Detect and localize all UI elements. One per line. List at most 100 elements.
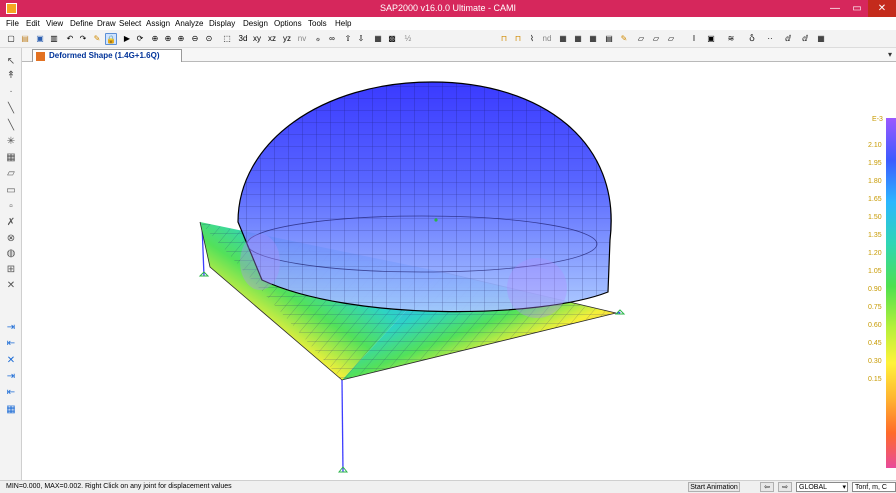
refresh-pencil-icon[interactable]: ✎ bbox=[93, 34, 101, 43]
next-step-button[interactable]: ⇨ bbox=[778, 482, 792, 492]
assign-ps-icon[interactable]: ⅆ bbox=[785, 34, 791, 43]
show-undeformed-icon[interactable]: ⊓ bbox=[500, 34, 508, 43]
app-logo-icon[interactable] bbox=[6, 3, 17, 14]
section-cut-icon[interactable]: ⊞ bbox=[6, 264, 16, 275]
draw-frame-icon[interactable]: I bbox=[692, 34, 696, 43]
previous-step-button[interactable]: ⇦ bbox=[760, 482, 774, 492]
joint-marker bbox=[434, 218, 438, 222]
perspective-icon[interactable]: ℴ bbox=[316, 34, 320, 43]
view-yz-button[interactable]: yz bbox=[283, 34, 291, 43]
move-down-icon[interactable]: ⇩ bbox=[357, 34, 365, 43]
deformed-shape-icon bbox=[36, 52, 45, 61]
assign-off-icon[interactable]: ⅆ bbox=[802, 34, 808, 43]
draw-point-icon[interactable]: Ⴢ bbox=[749, 34, 755, 43]
draw-polygon-icon[interactable]: ▱ bbox=[652, 34, 660, 43]
tab-deformed-shape[interactable]: Deformed Shape (1.4G+1.6Q) bbox=[32, 49, 182, 62]
select-all-icon[interactable]: ⇥ bbox=[6, 322, 16, 333]
toggle-shadow-icon[interactable]: ∞ bbox=[329, 34, 335, 43]
deselect-icon[interactable]: ⇥ bbox=[6, 371, 16, 382]
view-nv-button[interactable]: nv bbox=[297, 34, 307, 43]
more-tools-icon[interactable]: ·· bbox=[767, 34, 773, 43]
deformed-shape-drawing bbox=[198, 81, 626, 473]
zoom-in-icon[interactable]: ⊕ bbox=[177, 34, 185, 43]
start-animation-button[interactable]: Start Animation bbox=[688, 482, 740, 492]
menu-analyze[interactable]: Analyze bbox=[175, 19, 204, 28]
model-viewport[interactable] bbox=[22, 62, 896, 480]
menu-design[interactable]: Design bbox=[243, 19, 268, 28]
menu-define[interactable]: Define bbox=[70, 19, 94, 28]
zoom-restore-icon[interactable]: ⊕ bbox=[164, 34, 172, 43]
menu-assign[interactable]: Assign bbox=[146, 19, 171, 28]
support-markers bbox=[198, 271, 626, 473]
tab-list-chevron-icon[interactable]: ▾ bbox=[887, 50, 892, 59]
menu-file[interactable]: File bbox=[6, 19, 19, 28]
show-deformed-icon[interactable]: ⌇ bbox=[530, 34, 534, 43]
view-xy-button[interactable]: xy bbox=[253, 34, 261, 43]
menu-tools[interactable]: Tools bbox=[308, 19, 327, 28]
draw-solid-icon[interactable]: ✗ bbox=[6, 217, 16, 228]
maximize-button[interactable]: ▭ bbox=[852, 3, 862, 14]
minimize-button[interactable]: — bbox=[830, 3, 840, 14]
quick-area-icon[interactable]: ▫ bbox=[9, 201, 13, 212]
draw-tendon-icon[interactable]: ◍ bbox=[6, 248, 16, 259]
pan-icon[interactable]: ⊙ bbox=[205, 34, 213, 43]
show-stresses-icon[interactable]: ▦ bbox=[574, 34, 582, 43]
zoom-window-icon[interactable]: ⊕ bbox=[151, 34, 159, 43]
menu-edit[interactable]: Edit bbox=[26, 19, 40, 28]
draw-grid-icon[interactable]: ▦ bbox=[6, 152, 16, 163]
select-previous-icon[interactable]: ⇤ bbox=[6, 338, 16, 349]
show-loads-icon[interactable]: ⊓ bbox=[514, 34, 522, 43]
show-forces-icon[interactable]: ▦ bbox=[559, 34, 567, 43]
draw-joint-icon[interactable]: · bbox=[9, 86, 13, 97]
menu-options[interactable]: Options bbox=[274, 19, 302, 28]
save-icon[interactable]: ▣ bbox=[36, 34, 44, 43]
reshaper-icon[interactable]: ↟ bbox=[6, 70, 16, 81]
units-select[interactable]: Tonf, m, C bbox=[852, 482, 896, 492]
draw-area-tool-icon[interactable]: ▱ bbox=[7, 168, 15, 179]
clear-selection-icon[interactable]: ⇤ bbox=[6, 387, 16, 398]
draw-rect-area-icon[interactable]: ▭ bbox=[6, 185, 16, 196]
menu-view[interactable]: View bbox=[46, 19, 64, 28]
draw-link-icon[interactable]: ≋ bbox=[727, 34, 735, 43]
menu-select[interactable]: Select bbox=[119, 19, 142, 28]
draw-cable-icon[interactable]: ▣ bbox=[707, 34, 715, 43]
draw-section-icon[interactable]: ▱ bbox=[637, 34, 645, 43]
pointer-icon[interactable]: ↖ bbox=[6, 56, 16, 67]
select-intersect-icon[interactable]: ✕ bbox=[6, 355, 16, 366]
draw-area-icon[interactable]: ▱ bbox=[667, 34, 675, 43]
draw-frame-tool-icon[interactable]: ╲ bbox=[7, 103, 15, 114]
3d-view-icon[interactable]: ⬚ bbox=[223, 34, 231, 43]
show-virtual-work-icon[interactable]: ▦ bbox=[589, 34, 597, 43]
print-icon[interactable]: ▥ bbox=[50, 34, 58, 43]
coordinate-system-select[interactable]: GLOBAL ▾ bbox=[796, 482, 848, 492]
draw-special-icon[interactable]: ✕ bbox=[6, 280, 16, 291]
menu-help[interactable]: Help bbox=[335, 19, 352, 28]
zoom-out-icon[interactable]: ⊖ bbox=[191, 34, 199, 43]
legend-value: 2.10 bbox=[868, 142, 882, 149]
menu-draw[interactable]: Draw bbox=[97, 19, 116, 28]
run-analysis-icon[interactable]: ▶ bbox=[123, 34, 131, 43]
view-xz-button[interactable]: xz bbox=[268, 34, 276, 43]
new-model-icon[interactable]: ▢ bbox=[7, 34, 15, 43]
grid-lines-icon[interactable]: ▦ bbox=[817, 34, 825, 43]
open-folder-icon[interactable]: ▤ bbox=[21, 34, 29, 43]
move-up-icon[interactable]: ⇧ bbox=[344, 34, 352, 43]
show-grid-icon[interactable]: ▩ bbox=[388, 34, 396, 43]
nd-button[interactable]: nd bbox=[542, 34, 552, 43]
quick-frame-icon[interactable]: ╲ bbox=[7, 120, 15, 131]
undo-icon[interactable]: ↶ bbox=[66, 34, 74, 43]
draw-brace-icon[interactable]: ✳ bbox=[6, 136, 16, 147]
legend-value: 0.15 bbox=[868, 376, 882, 383]
close-button[interactable]: ✕ bbox=[868, 0, 896, 17]
view-3d-button[interactable]: 3d bbox=[238, 34, 248, 43]
fraction-button[interactable]: ½ bbox=[404, 34, 412, 43]
redo-icon[interactable]: ↷ bbox=[79, 34, 87, 43]
rotate-view-icon[interactable]: ⟳ bbox=[136, 34, 144, 43]
menu-display[interactable]: Display bbox=[209, 19, 236, 28]
draw-link-tool-icon[interactable]: ⊗ bbox=[6, 233, 16, 244]
lock-icon[interactable]: 🔒 bbox=[105, 33, 117, 45]
snap-icon[interactable]: ▦ bbox=[6, 404, 16, 415]
set-display-options-icon[interactable]: ▦ bbox=[374, 34, 382, 43]
show-tables-icon[interactable]: ▤ bbox=[605, 34, 613, 43]
design-icon[interactable]: ✎ bbox=[620, 34, 628, 43]
